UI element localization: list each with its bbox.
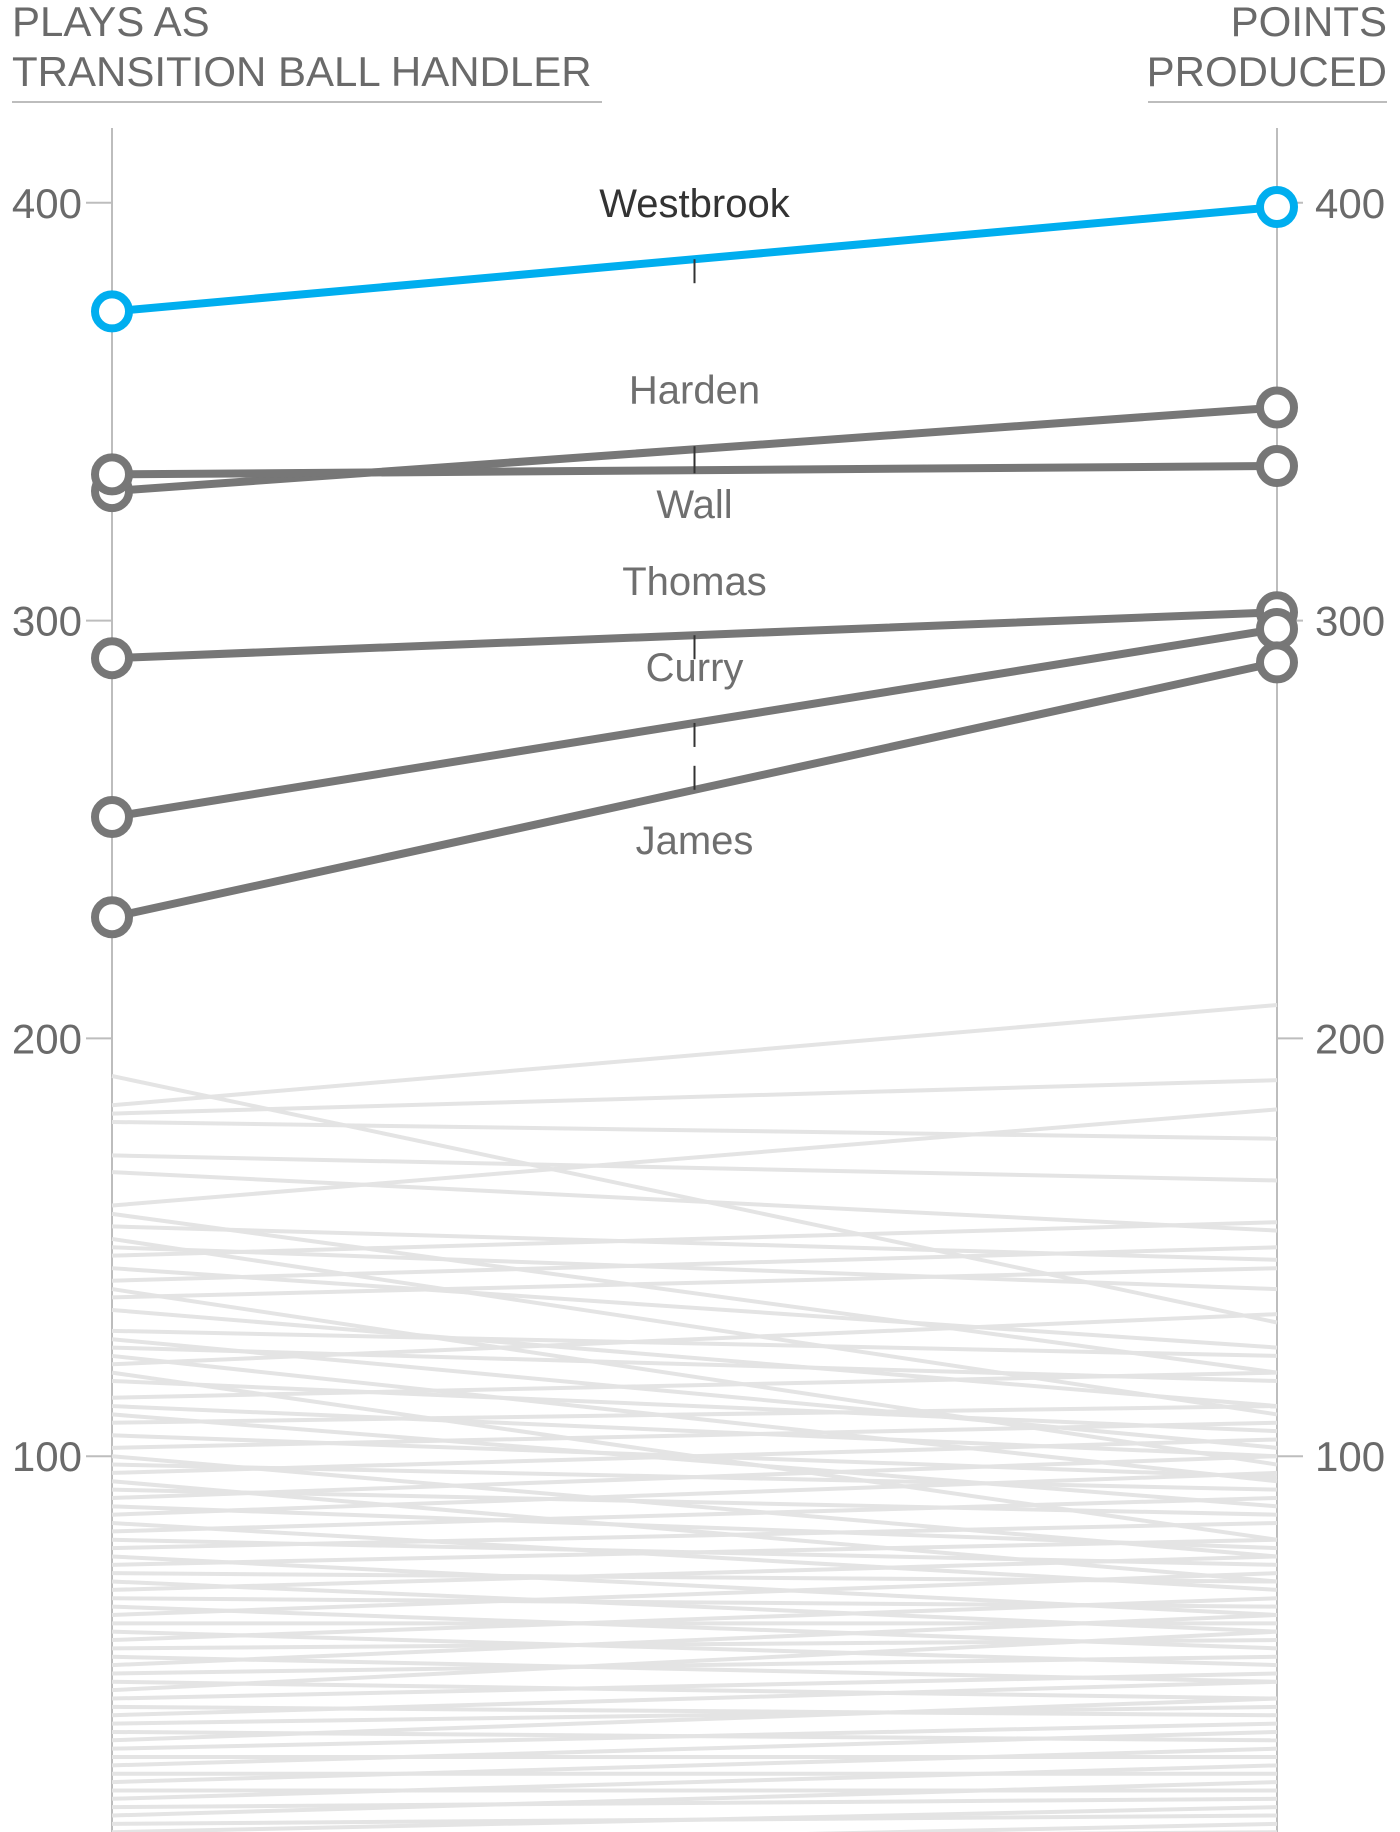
other-player-line	[111, 1078, 1278, 1116]
other-player-line	[111, 1679, 1278, 1718]
other-player-line	[111, 1404, 1278, 1459]
other-player-line	[111, 1454, 1278, 1500]
player-label-james: James	[636, 819, 754, 863]
player-label-curry: Curry	[646, 646, 744, 690]
other-player-line	[111, 1554, 1278, 1592]
other-player-line	[111, 1470, 1278, 1517]
left-tick-label: 400	[12, 180, 82, 227]
left-axis-title-line1: PLAYS AS	[12, 0, 210, 45]
player-label-westbrook: Westbrook	[599, 182, 790, 226]
other-player-line	[111, 1412, 1278, 1509]
point-right-james	[1256, 641, 1298, 684]
point-right-wall	[1256, 445, 1298, 488]
other-player-line	[111, 1245, 1278, 1283]
right-tick-label: 200	[1315, 1015, 1385, 1062]
other-player-line	[111, 1679, 1278, 1701]
point-right-harden	[1256, 386, 1298, 429]
other-player-line	[111, 1170, 1278, 1233]
other-player-line	[111, 1328, 1278, 1358]
player-label-wall: Wall	[656, 483, 732, 527]
other-player-line	[111, 1074, 1278, 1325]
right-tick-label: 400	[1315, 180, 1385, 227]
right-tick-label: 100	[1315, 1433, 1385, 1480]
other-player-line	[111, 1307, 1278, 1409]
other-player-line	[111, 1612, 1278, 1668]
other-player-line	[111, 1420, 1278, 1450]
left-tick-label: 300	[12, 598, 82, 645]
other-player-line	[111, 1266, 1278, 1350]
left-axis-title-line2: TRANSITION BALL HANDLER	[12, 48, 592, 95]
other-player-line	[111, 1245, 1278, 1292]
other-player-line	[111, 1153, 1278, 1183]
other-player-line	[111, 1211, 1278, 1375]
other-player-line	[111, 1404, 1278, 1425]
other-players-lines	[111, 1002, 1278, 1832]
other-player-line	[111, 1266, 1278, 1300]
point-left-wall	[91, 453, 133, 496]
other-player-line	[111, 1780, 1278, 1818]
player-labels: Westbrook Harden Wall Thomas Curry James	[599, 182, 790, 863]
other-player-line	[111, 1353, 1278, 1484]
other-player-line	[111, 1437, 1278, 1475]
other-player-line	[111, 1537, 1278, 1567]
other-player-line	[111, 1479, 1278, 1584]
axis-ticks: 100 200 300 400 100 200 300 400	[12, 180, 1385, 1480]
other-player-line	[111, 1796, 1278, 1810]
other-player-line	[111, 1378, 1278, 1434]
point-left-james	[91, 896, 133, 939]
other-player-line	[111, 1504, 1278, 1551]
other-player-line	[111, 1119, 1278, 1141]
other-player-line	[111, 1654, 1278, 1676]
other-player-line	[111, 1596, 1278, 1643]
other-player-line	[111, 1696, 1278, 1743]
other-player-line	[111, 1370, 1278, 1400]
other-player-line	[805, 1821, 1278, 1832]
other-player-line	[111, 1729, 1278, 1768]
right-axis-title-line1: POINTS	[1231, 0, 1387, 45]
other-player-line	[111, 1746, 1278, 1785]
other-player-line	[111, 1107, 1278, 1208]
other-player-line	[111, 1805, 1278, 1832]
point-right-curry	[1256, 607, 1298, 650]
point-right-westbrook	[1256, 185, 1298, 228]
other-player-line	[111, 1721, 1278, 1751]
other-player-line	[111, 1704, 1278, 1726]
other-player-line	[111, 1763, 1278, 1801]
player-label-harden: Harden	[629, 368, 760, 412]
left-tick-label: 200	[12, 1015, 82, 1062]
other-player-line	[111, 1495, 1278, 1534]
other-player-line	[111, 1236, 1278, 1417]
point-left-curry	[91, 795, 133, 838]
player-label-thomas: Thomas	[622, 560, 767, 604]
right-axis-title-line2: PRODUCED	[1147, 48, 1387, 95]
other-player-line	[111, 1571, 1278, 1617]
other-player-line	[111, 1002, 1278, 1108]
other-player-line	[111, 1521, 1278, 1551]
other-player-line	[111, 1220, 1278, 1258]
right-tick-label: 300	[1315, 598, 1385, 645]
point-left-thomas	[91, 637, 133, 680]
other-player-line	[111, 1487, 1278, 1517]
point-left-westbrook	[91, 290, 133, 333]
other-player-line	[111, 1629, 1278, 1693]
left-tick-label: 100	[12, 1433, 82, 1480]
other-player-line	[111, 1287, 1278, 1467]
other-player-line	[111, 1671, 1278, 1701]
other-player-line	[111, 1312, 1278, 1367]
